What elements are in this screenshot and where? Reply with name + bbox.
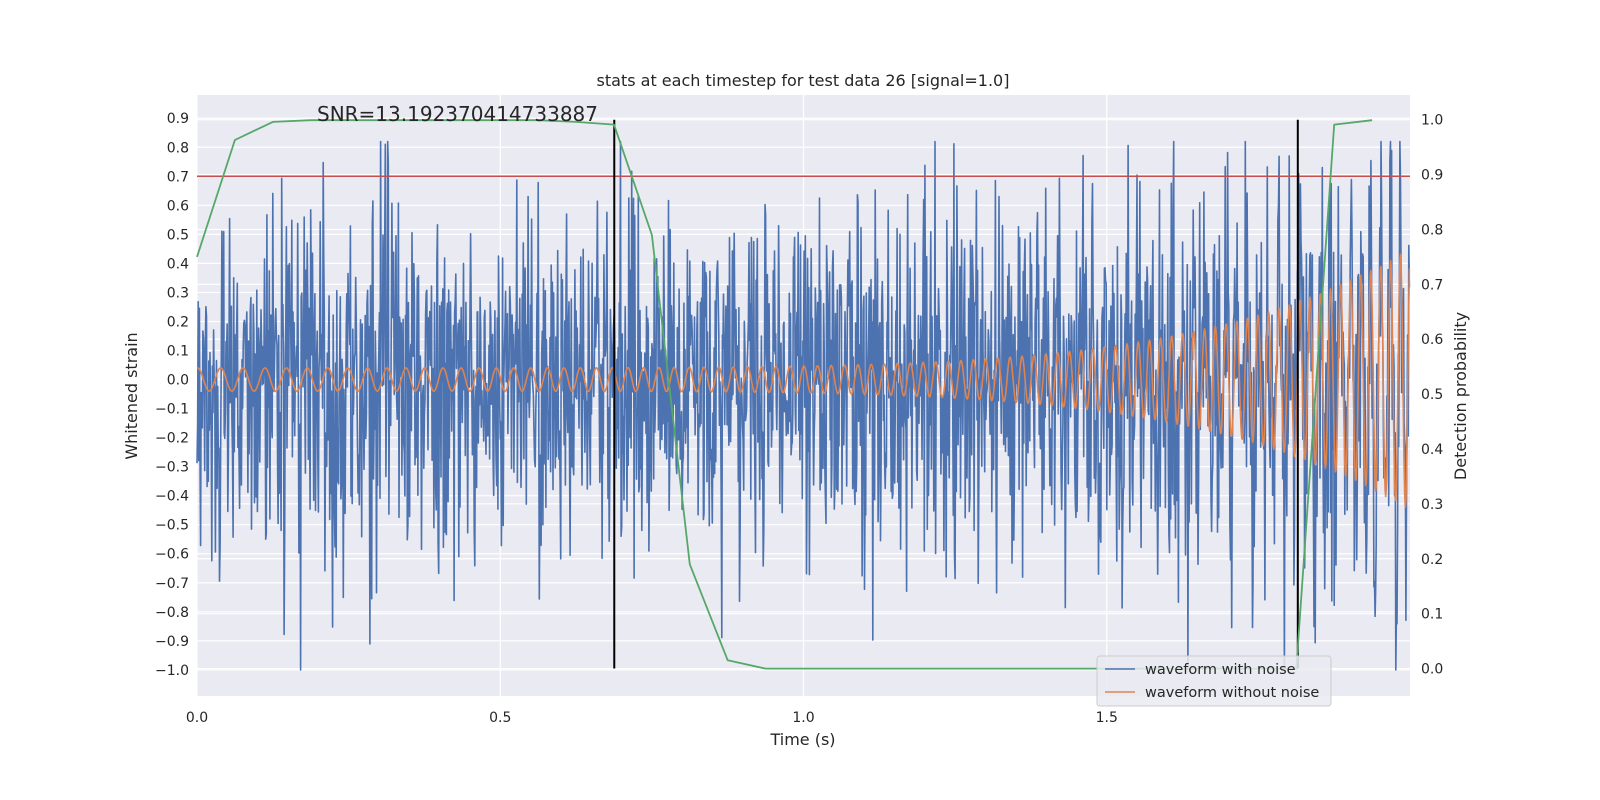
x-tick-label: 1.0 xyxy=(792,710,814,726)
y-tick-label-left: 0.7 xyxy=(167,169,189,185)
x-axis-label: Time (s) xyxy=(769,730,835,749)
legend-label-noise: waveform with noise xyxy=(1145,662,1296,678)
y-tick-label-right: 0.4 xyxy=(1421,442,1443,458)
tick-labels: 0.0 0.5 1.0 1.5 0.9 0.8 0.7 0.6 0.5 0.4 0.3 0.2 0.1 0… xyxy=(155,111,1443,726)
y-tick-label-right: 0.3 xyxy=(1421,497,1443,513)
y-tick-label-left: 0.6 xyxy=(167,198,189,214)
y-tick-label-right: 0.8 xyxy=(1421,222,1443,238)
y-tick-label-right: 0.0 xyxy=(1421,662,1443,678)
y-tick-label-left: −1.0 xyxy=(155,663,189,679)
legend: waveform with noise waveform without noi… xyxy=(1096,655,1332,707)
y-tick-label-right: 0.1 xyxy=(1421,607,1443,623)
snr-annotation: SNR=13.192370414733887 xyxy=(317,102,598,126)
noise-series xyxy=(196,140,1411,671)
y-tick-label-left: 0.5 xyxy=(167,227,189,243)
y-tick-label-left: 0.1 xyxy=(167,343,189,359)
y-tick-label-left: −0.8 xyxy=(155,605,189,621)
y-tick-label-left: −0.2 xyxy=(155,431,189,447)
y-tick-label-left: −0.5 xyxy=(155,518,189,534)
y-tick-label-left: −0.3 xyxy=(155,460,189,476)
y-tick-label-left: 0.3 xyxy=(167,285,189,301)
y-tick-label-left: −0.6 xyxy=(155,547,189,563)
y-tick-label-left: −0.1 xyxy=(155,402,189,418)
y-tick-label-left: −0.7 xyxy=(155,576,189,592)
y-tick-label-right: 1.0 xyxy=(1421,113,1443,129)
chirp-series xyxy=(196,253,1411,508)
y-axis-label-left: Whitened strain xyxy=(122,332,141,459)
y-tick-label-left: −0.4 xyxy=(155,489,189,505)
legend-box xyxy=(1096,655,1332,707)
x-tick-label: 0.0 xyxy=(186,710,208,726)
y-tick-label-left: 0.0 xyxy=(167,373,189,389)
y-tick-label-left: −0.9 xyxy=(155,634,189,650)
y-tick-label-left: 0.4 xyxy=(167,256,189,272)
y-tick-label-left: 0.9 xyxy=(167,111,189,127)
x-tick-label: 1.5 xyxy=(1096,710,1118,726)
chart-title: stats at each timestep for test data 26 … xyxy=(597,71,1010,90)
y-tick-label-right: 0.7 xyxy=(1421,277,1443,293)
y-tick-label-left: 0.2 xyxy=(167,314,189,330)
noise-line xyxy=(196,140,1411,671)
y-tick-label-right: 0.6 xyxy=(1421,332,1443,348)
legend-label-clean: waveform without noise xyxy=(1145,685,1319,701)
y-tick-label-left: 0.8 xyxy=(167,140,189,156)
markers-layer xyxy=(613,119,1299,669)
y-tick-label-right: 0.9 xyxy=(1421,168,1443,184)
y-axis-label-right: Detection probability xyxy=(1451,312,1470,480)
y-tick-label-right: 0.2 xyxy=(1421,552,1443,568)
x-tick-label: 0.5 xyxy=(489,710,511,726)
y-tick-label-right: 0.5 xyxy=(1421,387,1443,403)
clean-waveform-line xyxy=(196,253,1411,508)
